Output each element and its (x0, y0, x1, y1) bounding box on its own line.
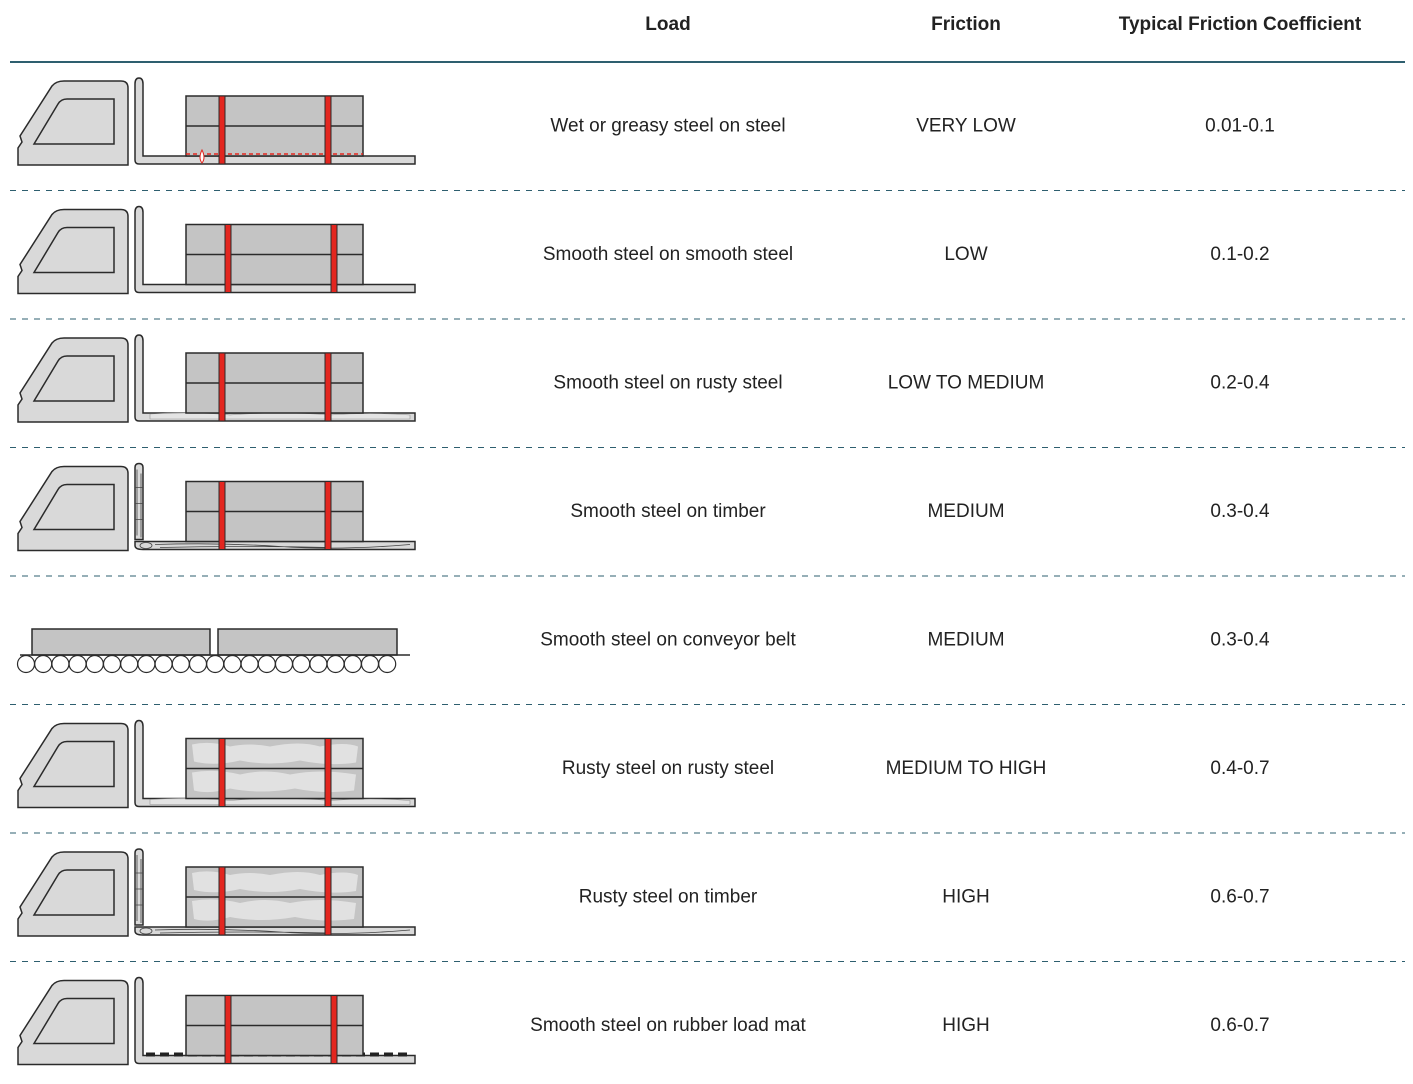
illustration (17, 719, 416, 809)
cab (17, 465, 129, 552)
roller (154, 654, 173, 674)
load-text: Smooth steel on smooth steel (543, 244, 793, 265)
roller (34, 654, 53, 674)
column-header: Friction (931, 14, 1001, 35)
roller (51, 654, 70, 674)
roller (137, 654, 156, 674)
friction-text: HIGH (942, 886, 990, 907)
cab (17, 722, 129, 809)
roller (171, 654, 190, 674)
load (185, 737, 364, 800)
column-header: Typical Friction Coefficient (1119, 14, 1362, 35)
load-text: Wet or greasy steel on steel (550, 115, 785, 136)
cab (17, 337, 129, 423)
roller (240, 654, 259, 674)
load (185, 352, 364, 414)
friction-text: HIGH (942, 1015, 990, 1036)
mat (398, 1052, 407, 1057)
roller (326, 654, 345, 674)
coefficient-text: 0.3-0.4 (1210, 501, 1270, 522)
coefficient-text: 0.4-0.7 (1210, 758, 1269, 779)
roller (274, 654, 294, 674)
coefficient-text: 0.1-0.2 (1210, 244, 1269, 265)
load-text: Rusty steel on rusty steel (562, 758, 774, 779)
friction-text: VERY LOW (916, 115, 1016, 136)
coefficient-text: 0.2-0.4 (1210, 372, 1270, 393)
friction-text: LOW TO MEDIUM (888, 372, 1045, 393)
roller (68, 654, 87, 674)
load-text: Smooth steel on timber (570, 501, 766, 522)
cab (17, 80, 129, 166)
roller (257, 654, 276, 674)
roller (360, 654, 380, 674)
load-text: Smooth steel on conveyor belt (540, 629, 796, 650)
mat (146, 1052, 155, 1057)
rows (16, 77, 416, 1066)
load (185, 866, 364, 928)
roller (343, 654, 362, 674)
mat (174, 1052, 183, 1057)
roller (85, 654, 104, 674)
friction-text: LOW (944, 244, 987, 265)
roller (206, 654, 225, 674)
mat (370, 1052, 379, 1057)
cab (17, 979, 129, 1066)
roller (188, 654, 208, 674)
load (185, 95, 364, 157)
load-text: Smooth steel on rusty steel (553, 372, 782, 393)
coefficient-text: 0.01-0.1 (1205, 115, 1275, 136)
illustration (17, 205, 416, 295)
cab (17, 851, 129, 937)
roller (309, 654, 328, 674)
coefficient-text: 0.6-0.7 (1210, 1015, 1269, 1036)
illustration (17, 848, 416, 937)
coefficient-text: 0.6-0.7 (1210, 886, 1269, 907)
illustration (17, 976, 416, 1066)
friction-text: MEDIUM (927, 501, 1004, 522)
mat (160, 1052, 169, 1057)
roller (292, 654, 311, 674)
load (31, 628, 211, 656)
coefficient-text: 0.3-0.4 (1210, 629, 1270, 650)
roller (16, 654, 36, 674)
roller (378, 654, 397, 674)
mat (384, 1052, 393, 1057)
illustration (17, 77, 416, 166)
load (185, 480, 364, 543)
roller (223, 654, 242, 674)
column-header: Load (645, 14, 690, 35)
drip (199, 148, 205, 164)
illustration (17, 462, 416, 552)
friction-text: MEDIUM TO HIGH (886, 758, 1047, 779)
cab (17, 208, 129, 295)
load-text: Smooth steel on rubber load mat (530, 1015, 806, 1036)
roller (120, 654, 139, 674)
load (217, 628, 398, 656)
illustration (16, 628, 410, 674)
roller (102, 654, 122, 674)
friction-text: MEDIUM (927, 629, 1004, 650)
illustration (17, 334, 416, 423)
load-text: Rusty steel on timber (579, 886, 758, 907)
